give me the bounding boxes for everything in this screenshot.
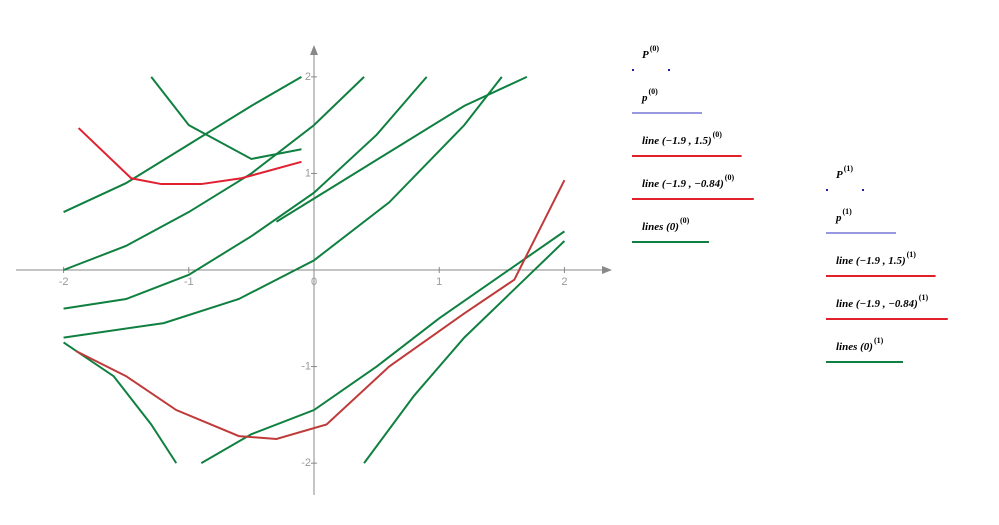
solution-curve	[63, 76, 503, 339]
legend-entry: P(0)	[632, 44, 702, 71]
y-tick-label: -1	[301, 360, 311, 372]
legend-superscript: (0)	[650, 44, 660, 53]
x-tick-label: -1	[184, 276, 194, 288]
solution-curve	[63, 76, 302, 213]
x-axis-arrow	[602, 266, 612, 274]
legend-label: p	[641, 92, 648, 104]
solution-curve	[63, 76, 428, 310]
x-tick-label: 1	[436, 276, 442, 288]
legend-superscript: (0)	[680, 216, 690, 225]
legend-label: P	[836, 169, 843, 181]
legend-label: line (−1.9 , 1.5)	[642, 135, 712, 147]
legend-entry: line (−1.9 , −0.84)(1)	[826, 293, 948, 320]
legend-label: line (−1.9 , −0.84)	[642, 178, 724, 190]
y-tick-label: 1	[305, 167, 311, 179]
solution-curve	[200, 230, 565, 464]
legend-entry: p(0)	[632, 87, 702, 114]
legend-entry: line (−1.9 , 1.5)(0)	[632, 130, 742, 157]
legend-label: p	[835, 212, 842, 224]
solution-curve	[75, 179, 566, 441]
legend-entry: lines (0)(0)	[632, 216, 709, 243]
legend-label: line (−1.9 , 1.5)	[836, 255, 906, 267]
legend-label: lines (0)	[642, 221, 679, 233]
legend-superscript: (0)	[713, 130, 723, 139]
solution-curve	[77, 127, 302, 186]
legend-superscript: (1)	[907, 250, 917, 259]
legend-superscript: (1)	[919, 293, 929, 302]
y-tick-label: 2	[305, 71, 311, 83]
legend-entry: line (−1.9 , 1.5)(1)	[826, 250, 936, 277]
solution-curve	[275, 75, 528, 223]
legend-label: P	[642, 49, 649, 61]
legend-entry: P(1)	[826, 164, 896, 191]
solution-curve	[63, 341, 178, 464]
legend-superscript: (0)	[725, 173, 735, 182]
legend-superscript: (1)	[844, 164, 854, 173]
y-axis-arrow	[310, 45, 318, 55]
legend-label: line (−1.9 , −0.84)	[836, 298, 918, 310]
solution-curve	[63, 76, 365, 271]
x-tick-label: -2	[59, 276, 69, 288]
legend-entry: p(1)	[826, 207, 896, 234]
legend-superscript: (1)	[874, 336, 884, 345]
legend-entry: lines (0)(1)	[826, 336, 903, 363]
legend-superscript: (1)	[843, 207, 853, 216]
solution-curve	[150, 76, 302, 160]
legend-superscript: (0)	[649, 87, 659, 96]
x-tick-label: 2	[561, 276, 567, 288]
x-tick-label: 0	[311, 276, 317, 288]
legend-entry: line (−1.9 , −0.84)(0)	[632, 173, 754, 200]
legend-label: lines (0)	[836, 341, 873, 353]
y-tick-label: -2	[301, 457, 311, 469]
solution-curve	[363, 240, 566, 464]
